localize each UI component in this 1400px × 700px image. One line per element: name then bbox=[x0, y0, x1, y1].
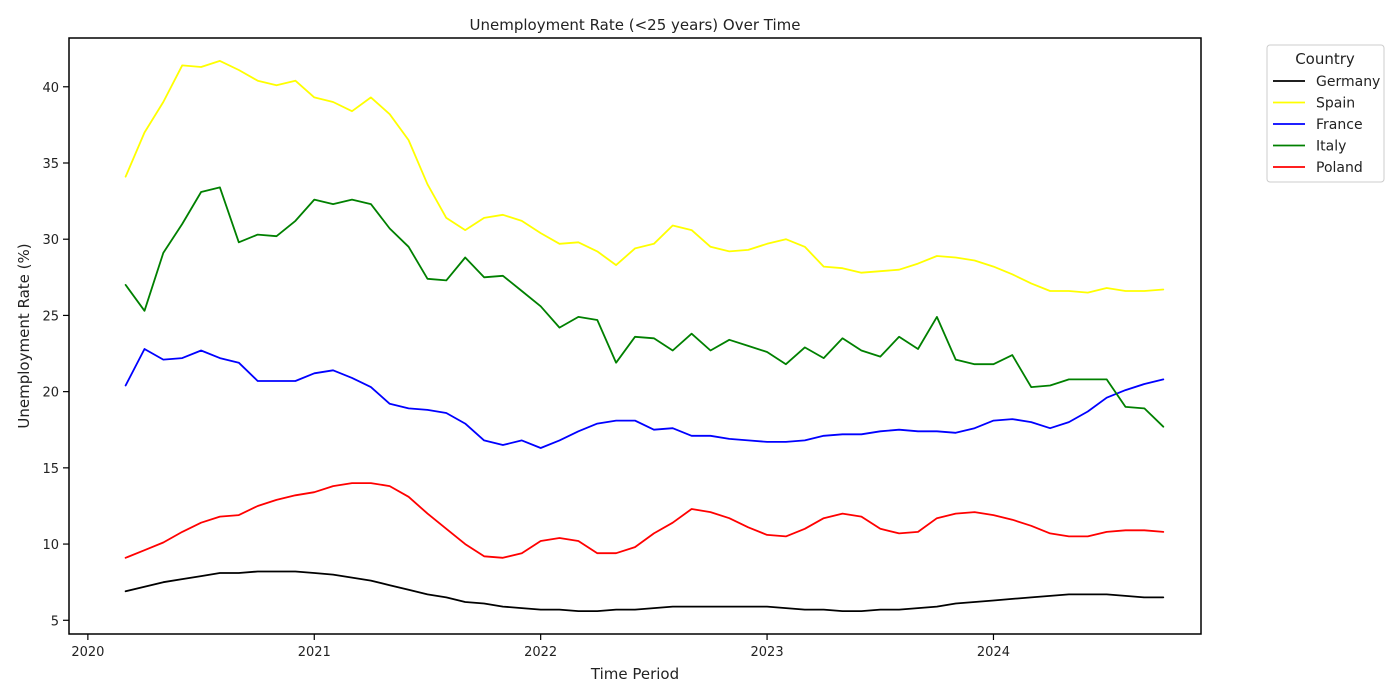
series-line-germany bbox=[124, 570, 1165, 612]
y-axis-label: Unemployment Rate (%) bbox=[15, 243, 33, 428]
y-tick-label: 5 bbox=[51, 614, 59, 629]
legend-frame bbox=[1266, 44, 1385, 183]
y-tick-label: 20 bbox=[42, 386, 59, 401]
legend-label-germany: Germany bbox=[1316, 74, 1380, 90]
y-axis: 5 10 15 20 25 30 35 40 bbox=[42, 81, 69, 629]
legend-label-italy: Italy bbox=[1316, 139, 1346, 155]
x-tick-label: 2023 bbox=[751, 645, 784, 660]
y-tick-label: 40 bbox=[42, 81, 59, 96]
plot-frame bbox=[68, 37, 1202, 635]
legend-items: Germany Spain France Italy Poland bbox=[1273, 74, 1380, 176]
legend-label-france: France bbox=[1316, 117, 1363, 133]
x-axis: 2020 2021 2022 2023 2024 bbox=[71, 634, 1010, 660]
legend-label-poland: Poland bbox=[1316, 160, 1363, 176]
legend-title: Country bbox=[1295, 50, 1355, 68]
series-line-poland bbox=[124, 482, 1165, 559]
x-tick-label: 2024 bbox=[977, 645, 1010, 660]
x-tick-label: 2022 bbox=[524, 645, 557, 660]
plot-area bbox=[124, 60, 1165, 612]
y-tick-label: 35 bbox=[42, 157, 59, 172]
x-tick-label: 2020 bbox=[71, 645, 104, 660]
legend: Country Germany Spain France Italy Poland bbox=[1266, 44, 1385, 183]
x-axis-label: Time Period bbox=[590, 665, 679, 683]
y-tick-label: 15 bbox=[42, 462, 59, 477]
legend-label-spain: Spain bbox=[1316, 96, 1355, 112]
y-tick-label: 25 bbox=[42, 309, 59, 324]
series-line-france bbox=[124, 348, 1165, 449]
y-tick-label: 10 bbox=[42, 538, 59, 553]
chart-title: Unemployment Rate (<25 years) Over Time bbox=[470, 16, 801, 34]
x-tick-label: 2021 bbox=[298, 645, 331, 660]
series-line-italy bbox=[124, 186, 1165, 428]
y-tick-label: 30 bbox=[42, 233, 59, 248]
series-line-spain bbox=[124, 60, 1165, 294]
